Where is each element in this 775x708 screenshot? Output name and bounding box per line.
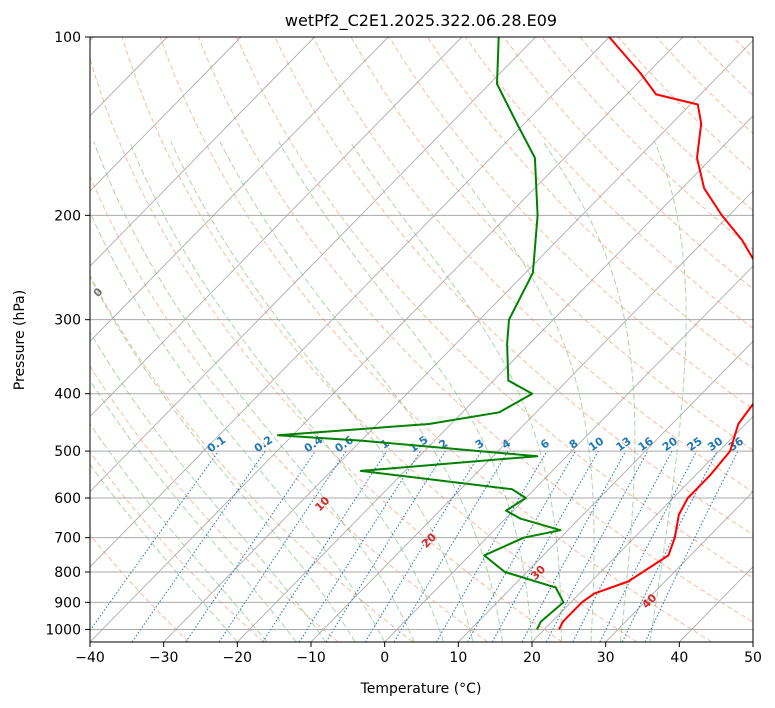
dry-adiabat-line [90,274,414,642]
dry-adiabat-line [90,533,190,642]
y-tick-label: 700 [54,531,81,547]
mixing-ratio-line [393,450,509,642]
x-tick-label: 10 [449,650,467,666]
x-axis-label: Temperature (°C) [360,681,482,697]
y-tick-label: 200 [54,208,81,224]
x-tick-label: −30 [149,650,179,666]
y-tick-label: 800 [54,565,81,581]
mixing-ratio-line [491,450,599,642]
y-tick-label: 300 [54,313,81,329]
isotherm-line [90,37,242,192]
isotherm-line [90,37,389,342]
dry-adiabat-line [503,37,753,290]
x-tick-label: −20 [223,650,253,666]
mixing-ratio-line [364,450,483,642]
isotherm-line [458,340,753,642]
axes: −40 −30 −20 −10 0 10 20 30 40 50 100 200 300 400 500 60… [45,30,762,666]
plot-area: 0.10.20.40.611.52346810131620253036-100-… [90,37,753,642]
mixing-ratio-line [298,450,422,642]
dry-adiabat-line [197,37,753,623]
mixing-ratio-line [572,450,673,642]
mixing-ratio-line [131,450,266,642]
isotherm-line [531,415,753,642]
y-tick-label: 400 [54,387,81,403]
dry-adiabat-line [121,37,638,642]
isotherm-line [605,491,753,642]
mixing-ratio-line [218,450,347,642]
isotherm-line [237,115,753,642]
chart-title: wetPf2_C2E1.2025.322.06.28.E09 [285,11,557,31]
mixing-ratio-line [90,450,220,632]
x-tick-label: 30 [597,650,615,666]
dry-adiabat-line [90,56,563,642]
mixing-ratio-line [521,450,627,642]
x-tick-label: 20 [523,650,541,666]
mixing-ratio-line [185,450,316,642]
dewpoint-profile-line [276,37,565,630]
y-axis-label: Pressure (hPa) [12,290,28,390]
mixing-ratio-line [644,450,739,642]
y-tick-label: 900 [54,595,81,611]
dry-adiabat-line [274,37,753,536]
x-tick-label: −10 [296,650,326,666]
isotherm-line [90,37,610,568]
isotherm-line [90,37,536,493]
y-tick-label: 500 [54,444,81,460]
x-tick-label: −40 [75,650,105,666]
isotherm-line [90,37,463,418]
mixing-ratio-line [599,450,698,642]
plot-frame [89,36,754,643]
y-tick-label: 100 [54,30,81,46]
y-tick-label: 600 [54,491,81,507]
mixing-ratio-line [545,450,649,642]
isotherm-line [310,190,753,642]
isotherm-line [90,37,684,642]
mixing-ratio-line [262,450,388,642]
dry-adiabat-line [388,37,753,410]
x-tick-label: 40 [670,650,688,666]
isotherm-line [384,265,753,642]
dry-adiabat-line [465,37,753,329]
y-tick-label: 1000 [45,622,81,638]
dry-adiabat-line [236,37,753,579]
mixing-ratio-line [325,450,446,642]
x-tick-label: 0 [380,650,389,666]
dry-adiabat-line [312,37,753,493]
x-tick-label: 50 [744,650,762,666]
mixing-ratio-line [467,450,577,642]
isotherm-line [163,39,753,642]
isotherm-line [90,37,315,267]
temperature-profile-line [558,37,753,630]
